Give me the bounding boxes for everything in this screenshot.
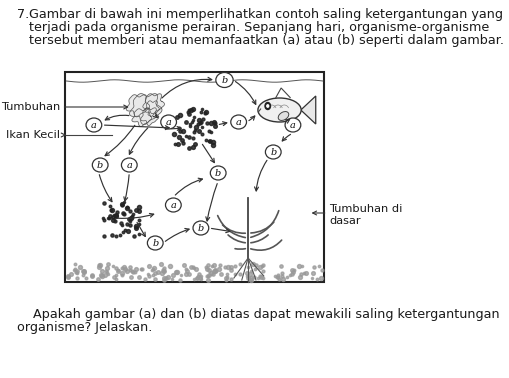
Text: Tumbuhan: Tumbuhan xyxy=(1,102,60,112)
Polygon shape xyxy=(132,109,152,127)
Text: a: a xyxy=(126,161,132,170)
Ellipse shape xyxy=(215,73,233,87)
Ellipse shape xyxy=(210,166,225,180)
Text: b: b xyxy=(270,148,276,157)
Ellipse shape xyxy=(285,118,300,132)
Text: Gambar di bawah ini memperlihatkan contoh saling ketergantungan yang: Gambar di bawah ini memperlihatkan conto… xyxy=(30,8,502,21)
Text: organisme? Jelaskan.: organisme? Jelaskan. xyxy=(17,321,152,334)
Text: terjadi pada organisme perairan. Sepanjang hari, organisme-organisme: terjadi pada organisme perairan. Sepanja… xyxy=(30,21,489,34)
Ellipse shape xyxy=(147,236,163,250)
Text: a: a xyxy=(235,118,241,127)
Ellipse shape xyxy=(192,221,208,235)
Text: b: b xyxy=(152,239,158,248)
Text: b: b xyxy=(215,169,221,178)
Ellipse shape xyxy=(121,158,137,172)
Polygon shape xyxy=(129,94,162,125)
Ellipse shape xyxy=(265,145,280,159)
Ellipse shape xyxy=(160,115,176,129)
Polygon shape xyxy=(140,108,158,125)
Polygon shape xyxy=(126,95,149,117)
Ellipse shape xyxy=(231,115,246,129)
Text: Ikan Kecil: Ikan Kecil xyxy=(6,130,60,140)
Text: a: a xyxy=(290,121,295,130)
Text: tersebut memberi atau memanfaatkan (a) atau (b) seperti dalam gambar.: tersebut memberi atau memanfaatkan (a) a… xyxy=(30,34,503,47)
Bar xyxy=(65,72,324,282)
Circle shape xyxy=(266,105,268,107)
Ellipse shape xyxy=(86,118,102,132)
Ellipse shape xyxy=(277,112,288,121)
Text: a: a xyxy=(165,118,171,127)
Text: Apakah gambar (a) dan (b) diatas dapat mewakili saling ketergantungan: Apakah gambar (a) dan (b) diatas dapat m… xyxy=(17,308,498,321)
Text: Tumbuhan di
dasar: Tumbuhan di dasar xyxy=(328,204,402,226)
Ellipse shape xyxy=(165,198,181,212)
Text: 7.: 7. xyxy=(17,8,29,21)
Circle shape xyxy=(265,102,270,110)
Text: a: a xyxy=(170,201,176,210)
Text: b: b xyxy=(97,161,103,170)
Ellipse shape xyxy=(258,98,301,122)
Text: b: b xyxy=(221,76,227,85)
Polygon shape xyxy=(145,101,159,116)
Polygon shape xyxy=(143,94,164,114)
Ellipse shape xyxy=(92,158,108,172)
Text: b: b xyxy=(197,224,204,233)
Text: a: a xyxy=(91,121,97,130)
Polygon shape xyxy=(300,96,315,124)
